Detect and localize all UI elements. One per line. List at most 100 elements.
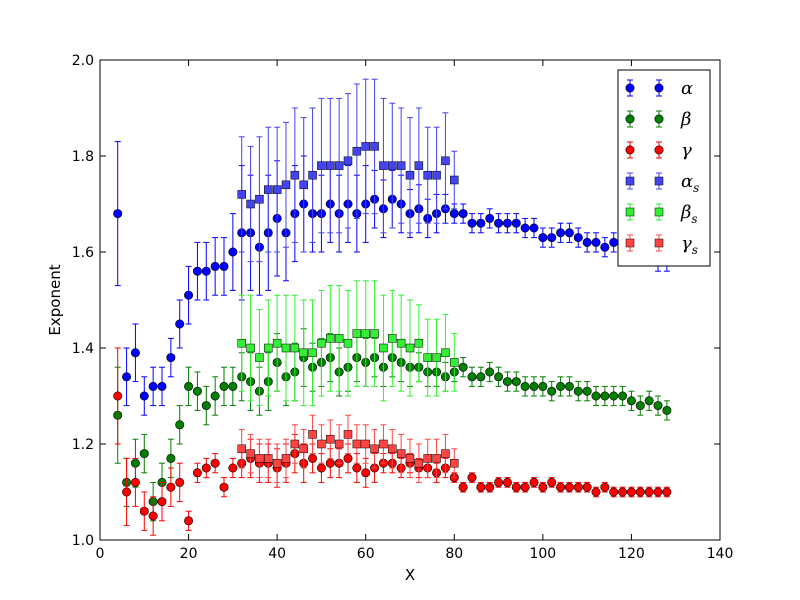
legend-label: β [680, 109, 691, 130]
data-point [184, 516, 194, 526]
data-point [219, 381, 229, 391]
data-point [432, 170, 441, 180]
data-point [467, 473, 477, 483]
data-point [308, 170, 317, 180]
data-point [139, 506, 149, 516]
legend-entry: γ [625, 140, 692, 161]
legend-entry: β [625, 109, 691, 130]
data-point [405, 454, 415, 463]
legend-label: α [681, 78, 693, 99]
data-point [414, 458, 424, 468]
data-point [379, 439, 388, 449]
data-point [175, 420, 185, 430]
data-point [113, 209, 123, 219]
data-point [210, 458, 220, 468]
data-point [450, 458, 459, 468]
data-point [511, 377, 521, 387]
data-point [326, 334, 335, 343]
data-point [388, 161, 397, 170]
data-point [414, 338, 424, 348]
data-point [228, 247, 238, 257]
data-point [184, 381, 194, 391]
data-point [591, 391, 601, 401]
plot-area [113, 78, 672, 536]
y-tick-label: 1.2 [72, 437, 94, 453]
data-point [237, 444, 246, 454]
data-point [308, 430, 317, 439]
data-point [370, 444, 379, 454]
data-point [308, 348, 317, 358]
data-point [529, 477, 539, 487]
data-point [609, 391, 619, 401]
data-point [264, 185, 273, 194]
x-axis-label: X [405, 566, 415, 584]
data-point [299, 444, 308, 454]
data-point [361, 142, 370, 151]
data-point [361, 439, 370, 449]
data-point [237, 190, 246, 199]
data-point [281, 343, 291, 353]
data-point [485, 367, 495, 377]
data-point [316, 463, 326, 473]
y-tick-label: 1.6 [72, 245, 94, 261]
legend-marker [654, 176, 664, 186]
data-point [494, 372, 504, 382]
data-point [547, 386, 557, 396]
legend-marker [625, 207, 635, 217]
data-point [228, 381, 238, 391]
data-point [396, 338, 406, 348]
data-point [352, 329, 362, 338]
data-point [334, 161, 344, 170]
x-tick-label: 100 [529, 546, 556, 562]
data-point [467, 372, 477, 382]
data-point [618, 487, 628, 497]
data-point [370, 142, 379, 151]
data-point [458, 362, 468, 372]
data-point [299, 180, 308, 190]
y-tick-label: 2.0 [72, 53, 94, 69]
data-point [201, 401, 211, 411]
data-point [573, 386, 583, 396]
data-point [175, 319, 185, 329]
data-point [281, 454, 291, 463]
data-point [166, 453, 176, 463]
data-point [237, 338, 246, 348]
data-point [538, 482, 548, 492]
legend-label: γs [681, 233, 698, 257]
data-point [476, 482, 486, 492]
data-point [547, 477, 557, 487]
data-point [511, 482, 521, 492]
data-point [432, 353, 441, 362]
data-point [281, 180, 291, 190]
data-point [556, 482, 566, 492]
data-point [343, 453, 353, 463]
data-point [635, 401, 645, 411]
legend-label: βs [680, 202, 698, 226]
legend-marker [654, 114, 664, 124]
data-point [210, 261, 220, 271]
data-point [600, 482, 610, 492]
data-point [502, 218, 512, 228]
data-point [662, 405, 672, 415]
data-point [662, 487, 672, 497]
y-tick-label: 1.8 [72, 149, 94, 165]
data-point [157, 497, 167, 507]
data-point [600, 242, 610, 252]
data-point [609, 487, 619, 497]
data-point [520, 381, 530, 391]
data-point [361, 468, 371, 478]
data-point [334, 439, 344, 449]
data-point [308, 453, 318, 463]
legend-entry: γs [625, 233, 698, 257]
data-point [361, 329, 370, 338]
data-point [529, 381, 539, 391]
y-tick-label: 1.0 [72, 533, 94, 549]
series-6 [237, 414, 459, 483]
data-point [352, 439, 362, 449]
data-point [564, 381, 574, 391]
data-point [485, 482, 495, 492]
data-point [458, 209, 468, 219]
axes-frame [99, 59, 721, 541]
data-point [520, 482, 530, 492]
